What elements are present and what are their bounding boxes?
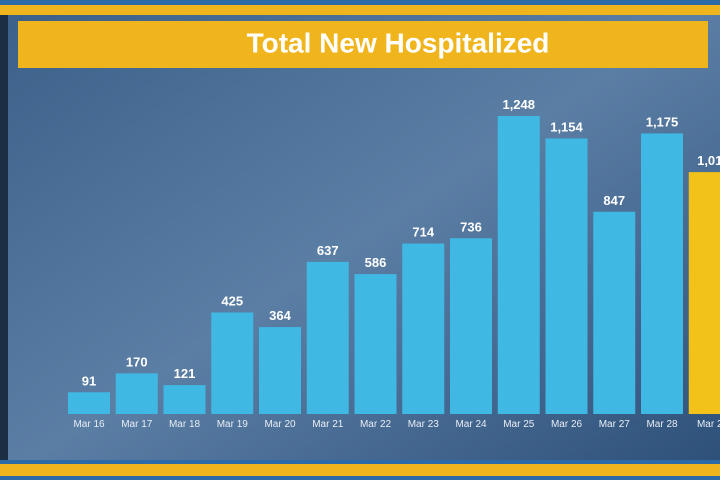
x-tick-label: Mar 16 xyxy=(73,419,105,430)
bar xyxy=(545,138,588,415)
x-tick-label: Mar 23 xyxy=(408,419,440,430)
chart-title: Total New Hospitalized xyxy=(247,27,550,58)
x-tick-label: Mar 17 xyxy=(121,419,153,430)
value-label: 121 xyxy=(174,366,196,381)
x-tick-label: Mar 26 xyxy=(551,419,583,430)
top-band xyxy=(0,5,720,15)
x-tick-label: Mar 28 xyxy=(646,419,678,430)
bar xyxy=(68,392,110,414)
x-tick-label: Mar 2 xyxy=(697,419,720,430)
value-label: 586 xyxy=(365,255,387,270)
value-label: 170 xyxy=(126,354,148,369)
bar xyxy=(354,274,397,414)
value-label: 847 xyxy=(603,193,625,208)
title-banner xyxy=(18,21,708,68)
value-label: 364 xyxy=(269,308,291,323)
x-tick-label: Mar 18 xyxy=(169,419,201,430)
bar xyxy=(211,312,254,414)
value-label: 1,175 xyxy=(646,114,679,129)
bar xyxy=(688,172,720,414)
value-label: 637 xyxy=(317,243,339,258)
value-label: 91 xyxy=(82,373,96,388)
bottom-band xyxy=(0,464,720,476)
value-label: 1,154 xyxy=(550,119,583,134)
x-tick-label: Mar 19 xyxy=(217,419,249,430)
bar xyxy=(306,261,349,414)
bar xyxy=(641,133,683,414)
bar xyxy=(115,373,158,414)
x-tick-label: Mar 20 xyxy=(264,419,296,430)
value-label: 425 xyxy=(221,294,243,309)
x-tick-label: Mar 24 xyxy=(455,419,487,430)
bar xyxy=(450,238,492,414)
bar xyxy=(593,211,636,414)
bar xyxy=(497,116,540,414)
bottom-edge xyxy=(0,476,720,480)
bar xyxy=(402,243,445,414)
bar xyxy=(259,327,301,414)
x-tick-label: Mar 21 xyxy=(312,419,344,430)
value-label: 736 xyxy=(460,219,482,234)
value-label: 1,01 xyxy=(697,153,720,168)
bar xyxy=(163,385,206,414)
value-label: 1,248 xyxy=(502,97,535,112)
left-edge xyxy=(0,15,8,460)
bottom-stripe xyxy=(0,460,720,464)
x-tick-label: Mar 22 xyxy=(360,419,392,430)
top-stripe xyxy=(0,0,720,5)
value-label: 714 xyxy=(412,225,434,240)
x-tick-label: Mar 25 xyxy=(503,419,535,430)
x-tick-label: Mar 27 xyxy=(599,419,631,430)
